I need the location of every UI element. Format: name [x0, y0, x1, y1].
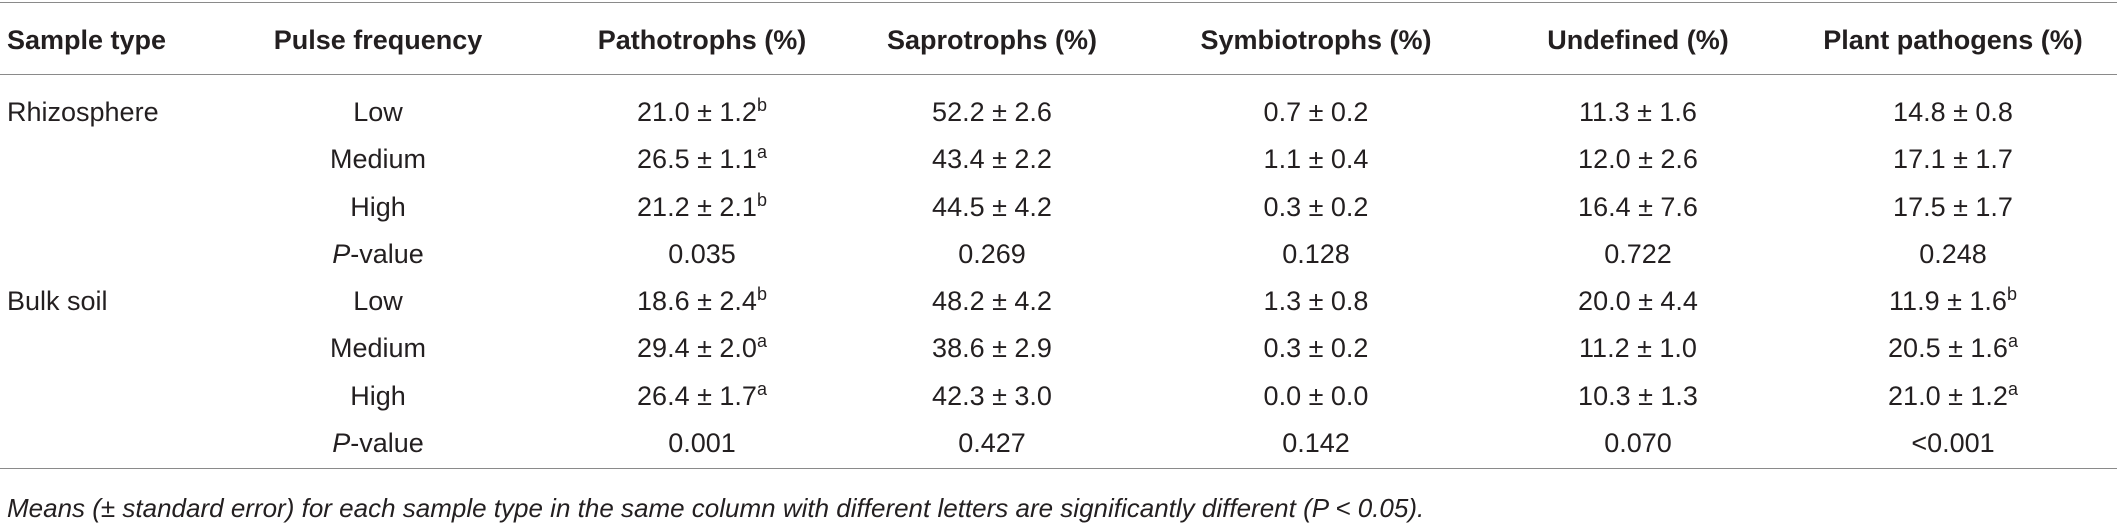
table-cell: 52.2 ± 2.6: [932, 97, 1052, 127]
significance-letter: a: [2007, 331, 2018, 351]
table-cell: 0.3 ± 0.2: [1263, 192, 1369, 222]
table-cell: 11.9 ± 1.6b: [1889, 285, 2017, 317]
table-cell: Low: [353, 97, 403, 127]
table-cell: 14.8 ± 0.8: [1893, 97, 2013, 127]
table-cell: 1.1 ± 0.4: [1263, 144, 1369, 174]
table-cell: 11.2 ± 1.0: [1579, 333, 1697, 363]
table-cell: High: [350, 192, 406, 222]
cell-text: -value: [350, 428, 424, 458]
italic-text: P: [332, 428, 351, 458]
table-cell: 21.2 ± 2.1b: [637, 191, 767, 223]
table-cell: 0.128: [1282, 239, 1350, 269]
table-cell: 0.7 ± 0.2: [1263, 97, 1369, 127]
cell-text: 11.9 ± 1.6: [1889, 286, 2007, 316]
table-cell: 17.5 ± 1.7: [1893, 192, 2013, 222]
header-rule: [0, 74, 2117, 75]
table-cell: 0.142: [1282, 428, 1350, 458]
table-cell: 0.0 ± 0.0: [1263, 381, 1369, 411]
table-cell: High: [350, 381, 406, 411]
table-cell: Rhizosphere: [7, 97, 159, 127]
table-cell: 10.3 ± 1.3: [1578, 381, 1698, 411]
table-cell: 11.3 ± 1.6: [1579, 97, 1697, 127]
header-cell: Pathotrophs (%): [597, 25, 807, 55]
header-cell: Symbiotrophs (%): [1200, 25, 1432, 55]
cell-text: 26.5 ± 1.1: [637, 144, 757, 174]
table-cell: 18.6 ± 2.4b: [637, 285, 767, 317]
table-cell: 44.5 ± 4.2: [932, 192, 1052, 222]
significance-letter: b: [2006, 284, 2017, 304]
table-cell: 0.035: [668, 239, 736, 269]
significance-letter: b: [756, 95, 767, 115]
table-cell: 0.248: [1919, 239, 1987, 269]
cell-text: 26.4 ± 1.7: [637, 381, 757, 411]
table-cell: 0.722: [1604, 239, 1672, 269]
significance-letter: a: [756, 331, 767, 351]
table-cell: 21.0 ± 1.2a: [1888, 380, 2018, 412]
significance-letter: a: [756, 142, 767, 162]
top-rule: [0, 2, 2117, 3]
table-cell: 26.4 ± 1.7a: [637, 380, 767, 412]
significance-letter: b: [756, 190, 767, 210]
cell-text: -value: [350, 239, 424, 269]
table-cell: 16.4 ± 7.6: [1578, 192, 1698, 222]
header-cell: Undefined (%): [1547, 25, 1729, 55]
table-cell: 48.2 ± 4.2: [932, 286, 1052, 316]
table-cell: Medium: [329, 144, 427, 174]
bottom-rule: [0, 468, 2117, 469]
table-cell: Low: [353, 286, 403, 316]
significance-letter: b: [756, 284, 767, 304]
significance-letter: a: [2007, 379, 2018, 399]
cell-text: 21.2 ± 2.1: [637, 192, 757, 222]
table-cell: 26.5 ± 1.1a: [637, 143, 767, 175]
significance-letter: a: [756, 379, 767, 399]
table-cell: 17.1 ± 1.7: [1893, 144, 2013, 174]
table-cell: 42.3 ± 3.0: [932, 381, 1052, 411]
table-cell: 0.427: [958, 428, 1026, 458]
table-cell: 12.0 ± 2.6: [1578, 144, 1698, 174]
table-cell: 1.3 ± 0.8: [1263, 286, 1369, 316]
table-cell: P-value: [332, 427, 424, 459]
table-cell: Medium: [329, 333, 427, 363]
table-cell: 0.269: [958, 239, 1026, 269]
table-cell: 38.6 ± 2.9: [932, 333, 1052, 363]
cell-text: 21.0 ± 1.2: [1888, 381, 2008, 411]
table-cell: 21.0 ± 1.2b: [637, 96, 767, 128]
table-cell: 20.0 ± 4.4: [1578, 286, 1698, 316]
table-cell: 0.070: [1604, 428, 1672, 458]
header-cell: Saprotrophs (%): [886, 25, 1098, 55]
table-cell: 43.4 ± 2.2: [932, 144, 1052, 174]
italic-text: P: [332, 239, 351, 269]
table-cell: <0.001: [1911, 428, 1995, 458]
table-cell: 0.001: [668, 428, 736, 458]
cell-text: 18.6 ± 2.4: [637, 286, 757, 316]
cell-text: 21.0 ± 1.2: [637, 97, 757, 127]
cell-text: 29.4 ± 2.0: [637, 333, 757, 363]
header-cell: Sample type: [7, 25, 167, 55]
table-cell: 0.3 ± 0.2: [1263, 333, 1369, 363]
table-cell: 20.5 ± 1.6a: [1888, 332, 2018, 364]
table-cell: P-value: [332, 238, 424, 270]
table-cell: 29.4 ± 2.0a: [637, 332, 767, 364]
cell-text: 20.5 ± 1.6: [1888, 333, 2008, 363]
table-cell: Bulk soil: [7, 286, 108, 316]
header-cell: Pulse frequency: [273, 25, 483, 55]
header-cell: Plant pathogens (%): [1823, 25, 2083, 55]
footnote: Means (± standard error) for each sample…: [7, 493, 1425, 523]
